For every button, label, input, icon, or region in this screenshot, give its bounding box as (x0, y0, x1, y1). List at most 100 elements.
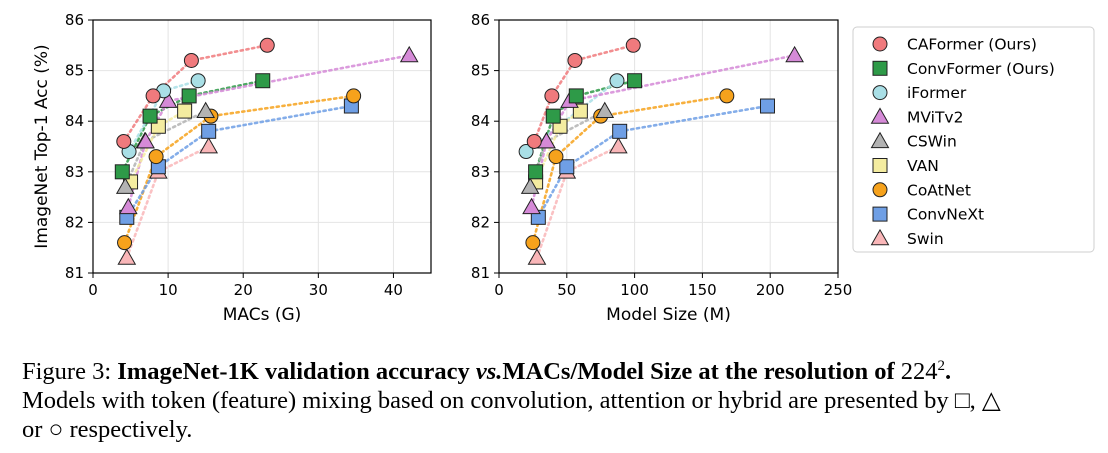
size-point (526, 133, 542, 149)
macs-ytick-label: 83 (65, 163, 84, 181)
macs-point (158, 91, 178, 108)
caption-line-3: or ○ respectively. (22, 416, 193, 444)
caption-resolution: 2242 (900, 358, 945, 386)
macs-point (115, 177, 135, 194)
size-point (548, 149, 564, 165)
legend-marker (872, 36, 888, 52)
macs-point (118, 197, 138, 215)
size-ytick-label: 82 (471, 213, 490, 231)
size-ytick-label: 86 (471, 11, 490, 29)
size-point (612, 123, 628, 139)
macs-ytick-label: 85 (65, 62, 84, 80)
macs-point (148, 149, 164, 165)
macs-point (190, 73, 206, 89)
size-point (759, 98, 775, 114)
macs-point (196, 101, 216, 118)
macs-ytick-label: 84 (65, 112, 84, 130)
size-ytick-label: 81 (471, 264, 490, 282)
legend-marker (872, 158, 888, 173)
size-series-line (530, 54, 796, 209)
legend-entry: iFormer (907, 84, 967, 102)
size-ytick-label: 83 (471, 163, 490, 181)
macs-point (117, 248, 137, 265)
caption-line-1: Figure 3: ImageNet-1K validation accurac… (22, 358, 952, 386)
figure-caption: Figure 3: ImageNet-1K validation accurac… (22, 352, 1102, 444)
size-point (559, 159, 575, 175)
legend-box (852, 26, 1095, 253)
legend-marker (870, 131, 890, 149)
macs-series-line (122, 43, 269, 143)
legend-marker (872, 206, 888, 222)
macs-point (259, 37, 275, 53)
caption-vs: vs. (475, 358, 503, 386)
macs-point (201, 123, 217, 139)
size-point (528, 164, 544, 180)
size-point (567, 52, 583, 68)
macs-point (117, 235, 133, 251)
size-series-line (531, 94, 729, 244)
size-series-line (532, 43, 635, 143)
size-xtick-label: 200 (756, 281, 785, 299)
caption-line-2: Models with token (feature) mixing based… (22, 387, 1001, 415)
macs-xtick-label: 10 (159, 281, 178, 299)
legend-marker (872, 182, 888, 198)
size-series-line (537, 104, 769, 219)
legend-marker (872, 85, 888, 101)
size-series-line (535, 145, 620, 260)
macs-xtick-label: 40 (384, 281, 403, 299)
legend: CAFormer (Ours) ConvFormer (Ours) iFormer M… (852, 26, 1095, 253)
macs-xlabel: MACs (G) (223, 305, 302, 325)
caption-title-b: MACs/Model Size at the resolution of (502, 358, 895, 386)
size-point (544, 88, 560, 104)
legend-entry: ConvNeXt (907, 206, 984, 224)
size-point (527, 248, 547, 265)
macs-point (136, 131, 155, 149)
size-xtick-label: 150 (688, 281, 717, 299)
legend-marker (872, 60, 888, 76)
size-xtick-label: 100 (620, 281, 649, 299)
triangle-symbol: △ (981, 387, 1001, 415)
macs-ytick-label: 81 (65, 264, 84, 282)
caption-label: Figure 3: (22, 358, 112, 386)
size-point (609, 73, 625, 89)
legend-marker (870, 107, 890, 124)
macs-ylabel: ImageNet Top-1 Acc (%) (32, 44, 52, 248)
size-point (625, 37, 641, 53)
macs-series-line (125, 104, 353, 219)
size-point (522, 197, 541, 215)
plot-macs: 81 82 83 84 85 86 0 10 20 30 40 MACs (G) ImageNet To… (32, 11, 432, 325)
legend-entry: CAFormer (Ours) (907, 36, 1037, 54)
macs-point (145, 88, 161, 104)
legend-marker (870, 228, 890, 246)
macs-point (199, 136, 219, 154)
legend-entry: CoAtNet (907, 181, 971, 199)
macs-point (346, 88, 362, 104)
square-symbol: □ (954, 387, 970, 415)
macs-ytick-label: 86 (65, 11, 84, 29)
macs-point (183, 52, 199, 68)
macs-point (114, 164, 130, 180)
macs-point (181, 88, 197, 104)
size-point (537, 131, 556, 149)
size-point (785, 45, 804, 63)
macs-point (177, 103, 193, 119)
macs-point (255, 73, 271, 89)
size-point (595, 101, 615, 118)
size-point (518, 144, 534, 160)
figure: 81 82 83 84 85 86 0 10 20 30 40 MACs (G) ImageNet To… (32, 11, 1095, 325)
size-point (525, 235, 541, 251)
macs-series-line (123, 94, 355, 244)
size-point (568, 88, 584, 104)
macs-xtick-label: 20 (234, 281, 253, 299)
size-point (627, 73, 643, 89)
size-frame (498, 19, 839, 274)
size-point (608, 136, 628, 154)
size-xtick-label: 0 (494, 281, 504, 299)
circle-symbol: ○ (48, 416, 64, 444)
macs-point (399, 45, 419, 63)
legend-entry: Swin (907, 230, 944, 248)
size-ytick-label: 84 (471, 112, 490, 130)
macs-frame (92, 19, 432, 274)
size-point (520, 177, 540, 194)
size-point (719, 88, 735, 104)
